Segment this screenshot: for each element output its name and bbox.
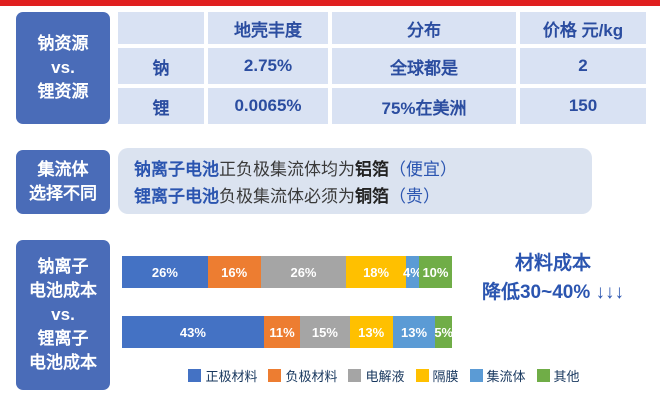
- legend-item: 其他: [536, 366, 580, 385]
- chart-legend: 正极材料 负极材料 电解液 隔膜 集流体 其他: [122, 366, 646, 385]
- bar-value-label: 18%: [363, 264, 390, 280]
- legend-item: 正极材料: [188, 366, 257, 385]
- text-segment: 铝箔: [355, 159, 389, 179]
- sidebar-line: 锂资源: [37, 82, 89, 102]
- bar-segment: 4%: [402, 256, 422, 288]
- bar-value-label: 26%: [290, 264, 317, 280]
- bar-segment: 26%: [260, 256, 347, 288]
- bar-segment: 5%: [434, 316, 454, 348]
- sidebar-line: 集流体: [37, 159, 89, 179]
- table-cell: 全球都是: [332, 48, 516, 84]
- cost-note: 材料成本降低30~40% ↓↓↓: [458, 250, 648, 307]
- legend-item: 隔膜: [415, 366, 459, 385]
- table-header-cell: 地壳丰度: [208, 12, 328, 44]
- bar-value-label: 13%: [358, 324, 385, 340]
- collector-panel: 钠离子电池正负极集流体均为铝箔（便宜） 锂离子电池负极集流体必须为铜箔（贵）: [118, 148, 592, 214]
- bar-segment: 16%: [207, 256, 261, 288]
- bar-value-label: 26%: [151, 264, 178, 280]
- sidebar-resources: 钠资源 vs. 锂资源: [16, 12, 110, 124]
- bar-value-label: 11%: [269, 324, 295, 340]
- text-segment: 正负极集流体均为: [219, 159, 355, 179]
- legend-swatch: [469, 369, 483, 382]
- table-cell: 0.0065%: [208, 88, 328, 124]
- sidebar-line: 电池成本: [29, 280, 97, 300]
- table-row-label: 钠: [118, 48, 204, 84]
- legend-label: 电解液: [365, 369, 405, 384]
- legend-label: 其他: [553, 369, 580, 384]
- table-header-cell: 分布: [332, 12, 516, 44]
- table-header-cell: [118, 12, 204, 44]
- bar-value-label: 4%: [402, 264, 422, 280]
- bar-segment: 10%: [418, 256, 452, 288]
- legend-label: 隔膜: [432, 369, 459, 384]
- stacked-bar: 26% 16% 26% 18% 4% 10%: [122, 256, 452, 288]
- legend-item: 负极材料: [268, 366, 337, 385]
- bar-value-label: 5%: [434, 324, 454, 340]
- table-row-label: 锂: [118, 88, 204, 124]
- resource-comparison-table: 地壳丰度 分布 价格 元/kg 钠 2.75% 全球都是 2 锂 0.0065% 75%在美洲 15…: [118, 12, 646, 124]
- sidebar-line: 锂离子: [37, 329, 89, 349]
- bar-value-label: 15%: [311, 324, 338, 340]
- table-cell: 75%在美洲: [332, 88, 516, 124]
- bar-segment: 13%: [349, 316, 393, 348]
- table-cell: 2: [520, 48, 646, 84]
- table-cell: 2.75%: [208, 48, 328, 84]
- sidebar-line: vs.: [51, 304, 75, 324]
- bar-value-label: 10%: [422, 264, 449, 280]
- bar-value-label: 43%: [179, 324, 206, 340]
- legend-swatch: [268, 369, 282, 382]
- sidebar-line: 电池成本: [29, 353, 97, 373]
- legend-item: 集流体: [469, 366, 526, 385]
- collector-line: 锂离子电池负极集流体必须为铜箔（贵）: [134, 182, 592, 207]
- cost-chart: 26% 16% 26% 18% 4% 10% 43% 11% 15% 13% 13% 5% 材料成本降…: [122, 240, 646, 396]
- legend-label: 负极材料: [285, 369, 338, 384]
- text-segment: 负极集流体必须为: [219, 187, 355, 207]
- cost-note-line: 降低30~40% ↓↓↓: [481, 281, 625, 303]
- bar-segment: 13%: [392, 316, 436, 348]
- text-segment: 铜箔: [355, 187, 389, 207]
- bar-segment: 26%: [122, 256, 208, 288]
- legend-item: 电解液: [348, 366, 405, 385]
- bar-value-label: 16%: [221, 264, 248, 280]
- bar-segment: 43%: [122, 316, 264, 348]
- legend-swatch: [536, 369, 550, 382]
- stacked-bar: 43% 11% 15% 13% 13% 5%: [122, 316, 454, 348]
- legend-swatch: [415, 369, 429, 382]
- bar-segment: 11%: [263, 316, 301, 348]
- bar-value-label: 13%: [401, 324, 428, 340]
- cost-note-line: 材料成本: [514, 253, 591, 274]
- sidebar-collector: 集流体 选择不同: [16, 150, 110, 214]
- text-segment: 钠离子电池: [134, 159, 219, 179]
- legend-label: 集流体: [486, 369, 526, 384]
- sidebar-line: 钠离子: [37, 256, 89, 276]
- bar-segment: 15%: [300, 316, 350, 348]
- text-segment: （便宜）: [389, 159, 457, 179]
- sidebar-line: 钠资源: [37, 33, 89, 53]
- sidebar-line: 选择不同: [29, 184, 97, 203]
- bar-segment: 18%: [346, 256, 406, 288]
- legend-swatch: [188, 369, 202, 382]
- table-cell: 150: [520, 88, 646, 124]
- collector-line: 钠离子电池正负极集流体均为铝箔（便宜）: [134, 155, 592, 180]
- text-segment: （贵）: [389, 187, 440, 207]
- table-header-cell: 价格 元/kg: [520, 12, 646, 44]
- text-segment: 锂离子电池: [134, 187, 219, 207]
- sidebar-cost: 钠离子 电池成本 vs. 锂离子 电池成本: [16, 240, 110, 390]
- sidebar-line: vs.: [51, 57, 75, 77]
- legend-label: 正极材料: [205, 369, 258, 384]
- legend-swatch: [348, 369, 362, 382]
- top-accent-strip: [0, 0, 660, 6]
